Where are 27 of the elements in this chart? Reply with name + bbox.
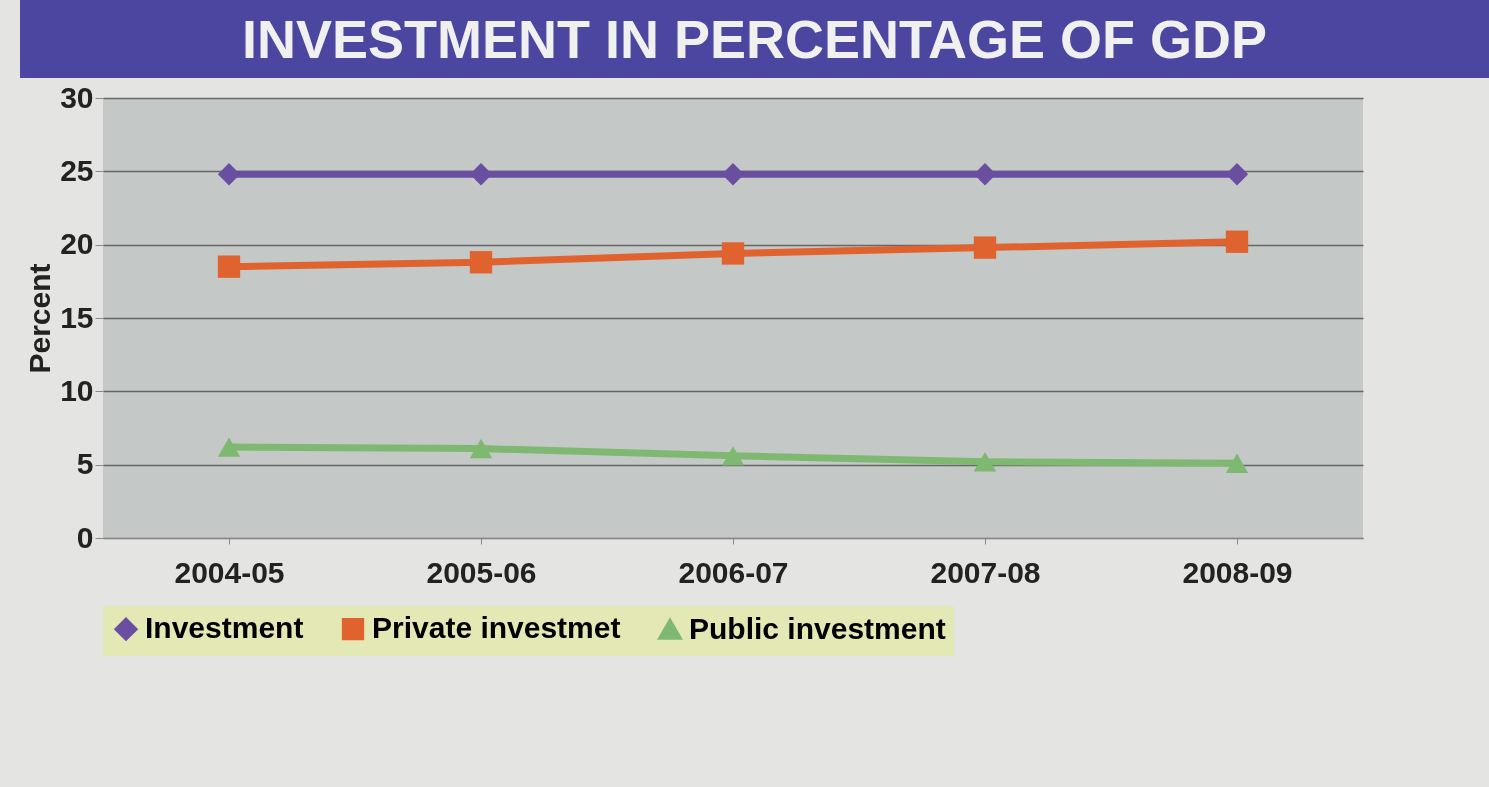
point bbox=[973, 452, 997, 472]
legend-label: Private investmet bbox=[372, 611, 621, 645]
legend-label: Public investment bbox=[689, 611, 946, 645]
x-tick-label: 2004-05 bbox=[174, 555, 285, 589]
y-tick-label: 10 bbox=[60, 373, 94, 407]
point bbox=[973, 236, 997, 259]
y-tick-label: 20 bbox=[60, 227, 94, 261]
y-tick-label: 15 bbox=[60, 300, 94, 334]
y-tick-label: 30 bbox=[60, 80, 94, 114]
y-tick-label: 25 bbox=[60, 153, 94, 187]
point bbox=[469, 438, 493, 459]
point bbox=[469, 251, 493, 274]
x-tick-label: 2005-06 bbox=[426, 555, 537, 589]
point bbox=[217, 437, 241, 457]
y-tick-label: 5 bbox=[76, 447, 94, 481]
point bbox=[721, 446, 745, 466]
chart-title: INVESTMENT IN PERCENTAGE OF GDP bbox=[20, 0, 1489, 78]
x-tick-label: 2007-08 bbox=[930, 555, 1041, 589]
point bbox=[721, 242, 745, 265]
point bbox=[1225, 453, 1249, 473]
legend-label: Investment bbox=[145, 611, 304, 645]
y-axis-title: Percent bbox=[23, 263, 57, 374]
y-tick-label: 0 bbox=[76, 520, 94, 554]
x-tick-label: 2006-07 bbox=[678, 555, 789, 589]
x-tick-label: 2008-09 bbox=[1182, 555, 1293, 589]
point bbox=[1225, 230, 1249, 253]
point bbox=[217, 255, 241, 278]
